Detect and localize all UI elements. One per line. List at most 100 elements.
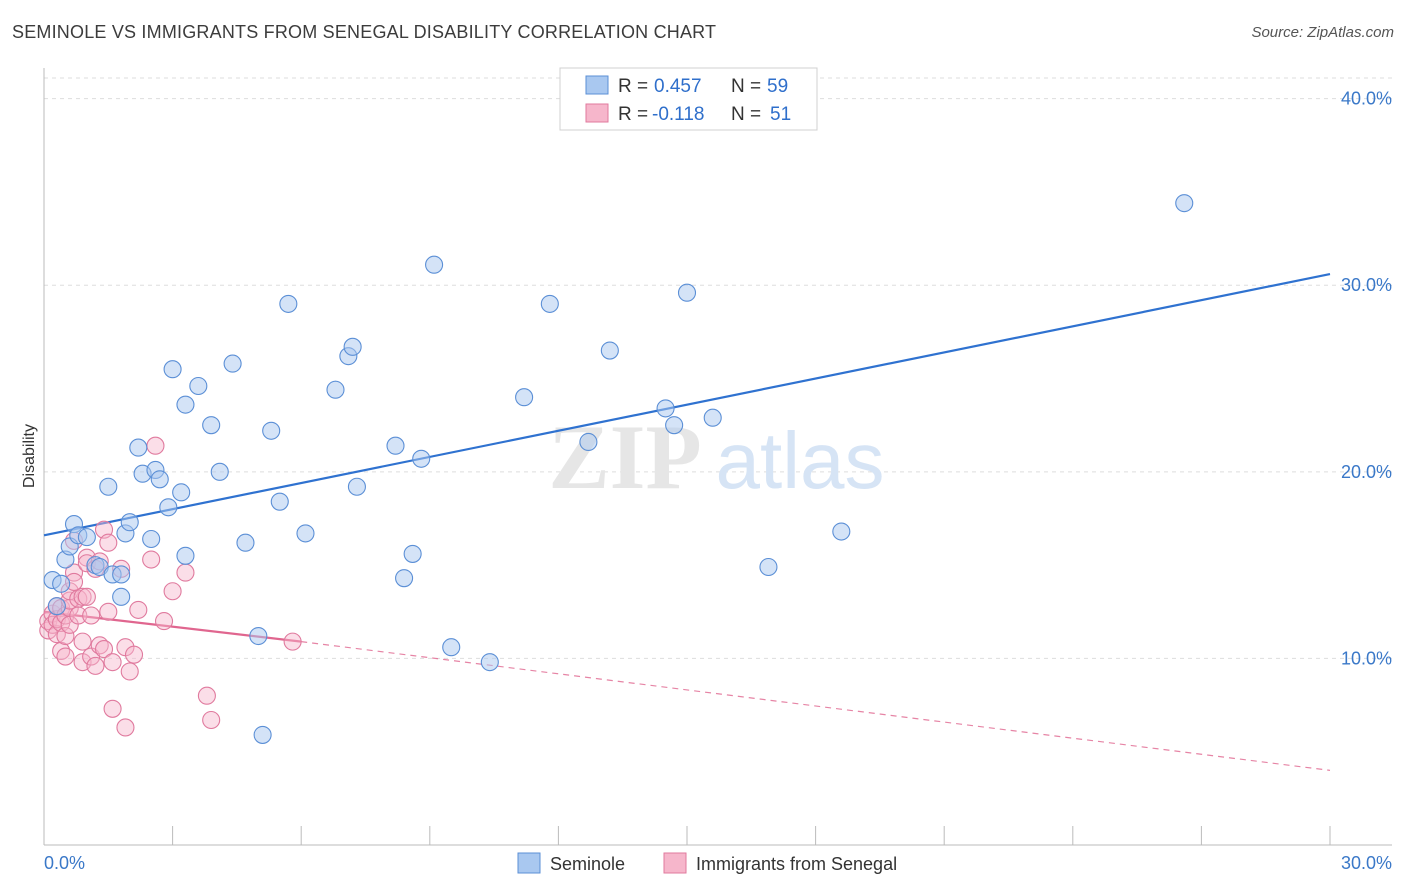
point-senegal	[129, 600, 148, 619]
bottom-legend-swatch-senegal	[663, 852, 687, 874]
point-seminole	[236, 533, 255, 552]
point-seminole	[253, 725, 272, 744]
point-seminole	[120, 513, 139, 532]
point-seminole	[202, 416, 221, 435]
legend-swatch-seminole	[585, 75, 609, 95]
point-senegal	[82, 606, 101, 625]
point-seminole	[412, 449, 431, 468]
bottom-legend-label-seminole: Seminole	[550, 854, 625, 874]
y-tick-label: 20.0%	[1341, 462, 1392, 482]
point-seminole	[150, 470, 169, 489]
point-seminole	[347, 477, 366, 496]
bottom-legend-swatch-seminole	[517, 852, 541, 874]
point-senegal	[124, 645, 144, 664]
point-seminole	[223, 354, 242, 373]
legend-n-value-1: 59	[767, 76, 788, 97]
point-senegal	[99, 602, 118, 621]
point-seminole	[249, 626, 268, 646]
point-seminole	[386, 436, 405, 455]
legend-n-label-2: N =	[731, 104, 761, 125]
point-seminole	[703, 408, 722, 427]
watermark: ZIP atlas	[548, 406, 884, 508]
point-senegal	[73, 587, 92, 606]
y-tick-label: 40.0%	[1341, 89, 1392, 109]
point-seminole	[99, 477, 118, 496]
point-seminole	[343, 337, 362, 356]
point-seminole	[425, 255, 444, 274]
gridlines	[44, 77, 1392, 659]
legend-r-value-2: -0.118	[652, 104, 704, 125]
point-seminole	[129, 438, 148, 457]
point-seminole	[112, 587, 131, 606]
point-seminole	[142, 529, 161, 549]
point-senegal	[73, 632, 92, 651]
point-senegal	[197, 686, 216, 705]
source-label: Source: ZipAtlas.com	[1251, 24, 1394, 41]
point-senegal	[176, 563, 195, 582]
x-ticks	[172, 826, 1331, 845]
point-seminole	[677, 283, 697, 302]
point-senegal	[202, 710, 221, 730]
point-seminole	[540, 294, 559, 313]
x-tick-label-max: 30.0%	[1341, 853, 1392, 873]
point-seminole	[515, 388, 534, 407]
point-seminole	[176, 546, 195, 565]
point-senegal	[77, 587, 96, 606]
point-seminole	[176, 395, 195, 414]
bottom-legend-label-senegal: Immigrants from Senegal	[696, 854, 897, 874]
point-senegal	[56, 647, 75, 666]
point-seminole	[296, 524, 315, 543]
point-seminole	[600, 341, 619, 360]
legend-n-label-1: N =	[731, 76, 761, 97]
point-seminole	[442, 638, 461, 657]
point-senegal	[86, 656, 105, 675]
stats-legend: R = 0.457 N = 59 R = -0.118 N = 51	[559, 67, 818, 131]
legend-r-label-2: R =	[618, 104, 648, 125]
series-seminole	[43, 194, 1194, 744]
watermark-atlas: atlas	[716, 416, 885, 505]
y-tick-label: 30.0%	[1341, 275, 1392, 295]
point-seminole	[403, 544, 422, 563]
point-seminole	[189, 376, 208, 396]
point-senegal	[103, 653, 122, 672]
point-seminole	[52, 574, 71, 593]
point-senegal	[120, 662, 139, 681]
chart-title: SEMINOLE VS IMMIGRANTS FROM SENEGAL DISA…	[12, 22, 717, 42]
point-seminole	[279, 294, 298, 313]
point-seminole	[480, 653, 499, 672]
point-seminole	[395, 569, 414, 588]
axes	[43, 68, 1392, 846]
point-senegal	[56, 626, 75, 646]
point-seminole	[112, 565, 131, 584]
point-seminole	[47, 597, 66, 616]
point-seminole	[270, 492, 289, 511]
trendline-seminole	[43, 272, 1331, 537]
legend-r-label-1: R =	[618, 76, 648, 97]
y-tick-label: 10.0%	[1341, 648, 1392, 668]
legend-swatch-senegal	[585, 103, 609, 123]
point-seminole	[1175, 194, 1194, 213]
point-seminole	[172, 483, 191, 502]
y-axis-label: Disability	[21, 424, 38, 488]
point-senegal	[64, 563, 84, 582]
point-seminole	[759, 557, 778, 577]
point-senegal	[146, 436, 165, 455]
point-senegal	[99, 533, 118, 552]
point-seminole	[262, 421, 281, 440]
point-seminole	[832, 522, 851, 541]
series-legend: Seminole Immigrants from Senegal	[517, 852, 897, 874]
point-seminole	[159, 498, 178, 517]
x-tick-label-min: 0.0%	[44, 853, 85, 873]
point-senegal	[116, 718, 135, 737]
point-senegal	[163, 582, 182, 601]
legend-r-value-1: 0.457	[654, 76, 702, 97]
trendline-senegal-extension	[301, 641, 1331, 771]
point-seminole	[665, 416, 684, 435]
point-senegal	[103, 699, 122, 718]
point-seminole	[326, 380, 345, 399]
legend-n-value-2: 51	[770, 104, 791, 125]
point-senegal	[142, 550, 161, 569]
point-seminole	[579, 432, 598, 452]
series-immigrants-from-senegal	[39, 436, 302, 737]
